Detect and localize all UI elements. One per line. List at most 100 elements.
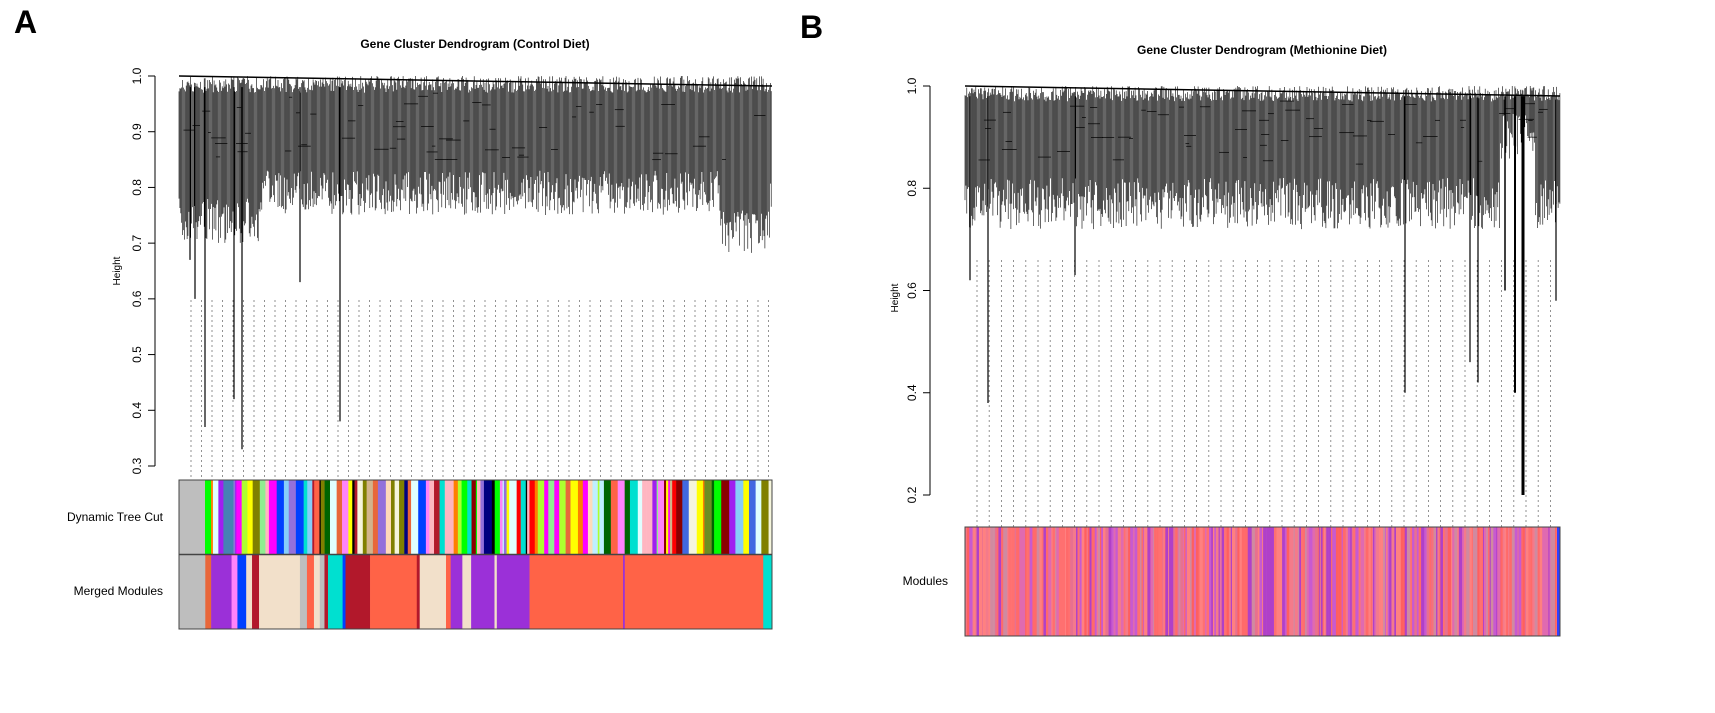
module-color-segment: [1028, 527, 1030, 636]
module-color-segment: [642, 480, 647, 554]
module-color-segment: [1322, 527, 1324, 636]
module-color-segment: [1335, 527, 1339, 636]
module-color-segment: [1469, 527, 1472, 636]
module-color-segment: [434, 480, 440, 554]
module-color-segment: [1208, 527, 1212, 636]
module-color-segment: [1032, 527, 1036, 636]
module-color-segment: [1168, 527, 1170, 636]
module-color-segment: [480, 480, 485, 554]
module-color-segment: [1134, 527, 1138, 636]
module-color-segment: [982, 527, 984, 636]
module-color-segment: [768, 480, 773, 554]
module-color-segment: [1158, 527, 1160, 636]
module-color-segment: [1414, 527, 1418, 636]
module-color-segment: [1268, 527, 1272, 636]
module-color-segment: [1439, 527, 1441, 636]
module-color-segment: [1036, 527, 1040, 636]
module-color-segment: [1342, 527, 1347, 636]
module-color-segment: [1239, 527, 1243, 636]
module-color-segment: [597, 480, 600, 554]
module-color-segment: [1549, 527, 1551, 636]
module-color-segment: [1368, 527, 1372, 636]
module-color-segment: [399, 480, 405, 554]
module-color-segment: [1557, 527, 1560, 636]
module-color-segment: [391, 480, 395, 554]
module-color-segment: [646, 480, 653, 554]
module-color-segment: [544, 480, 549, 554]
module-color-segment: [1103, 527, 1106, 636]
module-color-segment: [1299, 527, 1302, 636]
module-color-segment: [1454, 527, 1458, 636]
module-color-segment: [1276, 527, 1280, 636]
module-color-segment: [1291, 527, 1294, 636]
module-color-segment: [1101, 527, 1104, 636]
module-color-segment: [252, 480, 261, 554]
module-color-segment: [985, 527, 989, 636]
module-color-segment: [668, 480, 671, 554]
module-color-segment: [241, 480, 248, 554]
module-color-segment: [1011, 527, 1016, 636]
module-color-segment: [1506, 527, 1509, 636]
module-color-segment: [1081, 527, 1085, 636]
module-color-segment: [714, 480, 722, 554]
module-color-segment: [357, 480, 364, 554]
module-color-segment: [1437, 527, 1440, 636]
module-color-segment: [362, 480, 367, 554]
module-color-segment: [599, 480, 605, 554]
module-color-segment: [711, 480, 715, 554]
chart-title-a: Gene Cluster Dendrogram (Control Diet): [360, 37, 589, 51]
module-color-segment: [1511, 527, 1514, 636]
module-color-segment: [1195, 527, 1199, 636]
module-color-segment: [983, 527, 986, 636]
y-tick-label: 0.6: [905, 282, 919, 299]
module-color-segment: [1261, 527, 1264, 636]
module-color-segment: [1411, 527, 1415, 636]
module-color-segment: [1190, 527, 1192, 636]
module-color-segment: [457, 480, 462, 554]
module-color-segment: [1332, 527, 1335, 636]
dendrogram-a: [178, 75, 773, 450]
module-color-segment: [1326, 527, 1329, 636]
module-color-segment: [1514, 527, 1518, 636]
module-color-segment: [582, 480, 589, 554]
module-color-segment: [537, 480, 545, 554]
module-color-segment: [179, 480, 205, 554]
module-color-segment: [624, 480, 631, 554]
module-color-segment: [1486, 527, 1489, 636]
module-color-segment: [1204, 527, 1207, 636]
y-tick-label: 1.0: [130, 67, 144, 84]
module-color-segment: [1522, 527, 1526, 636]
module-color-segment: [721, 480, 730, 554]
module-color-segment: [993, 527, 996, 636]
module-color-segment: [1323, 527, 1326, 636]
module-color-segment: [1496, 527, 1498, 636]
module-color-segment: [666, 480, 669, 554]
module-color-segment: [1431, 527, 1433, 636]
module-color-segment: [570, 480, 579, 554]
module-color-segment: [1164, 527, 1166, 636]
module-color-segment: [329, 480, 337, 554]
module-color-segment: [1474, 527, 1478, 636]
module-color-segment: [462, 555, 472, 629]
module-color-segment: [688, 480, 698, 554]
module-color-segment: [1230, 527, 1233, 636]
module-color-segment: [1442, 527, 1446, 636]
module-color-segment: [1076, 527, 1078, 636]
module-color-segment: [475, 480, 478, 554]
module-color-segment: [534, 480, 539, 554]
module-color-segment: [1094, 527, 1097, 636]
module-color-segment: [529, 555, 624, 629]
module-color-segment: [1007, 527, 1009, 636]
module-color-segment: [669, 480, 673, 554]
module-color-segment: [1173, 527, 1176, 636]
module-color-segment: [676, 480, 683, 554]
module-color-segment: [672, 480, 677, 554]
module-color-segment: [1484, 527, 1487, 636]
module-color-segment: [1247, 527, 1250, 636]
module-color-segment: [1429, 527, 1432, 636]
module-color-segment: [1169, 527, 1171, 636]
module-color-segment: [1555, 527, 1557, 636]
module-color-segment: [1041, 527, 1044, 636]
module-color-segment: [1500, 527, 1502, 636]
